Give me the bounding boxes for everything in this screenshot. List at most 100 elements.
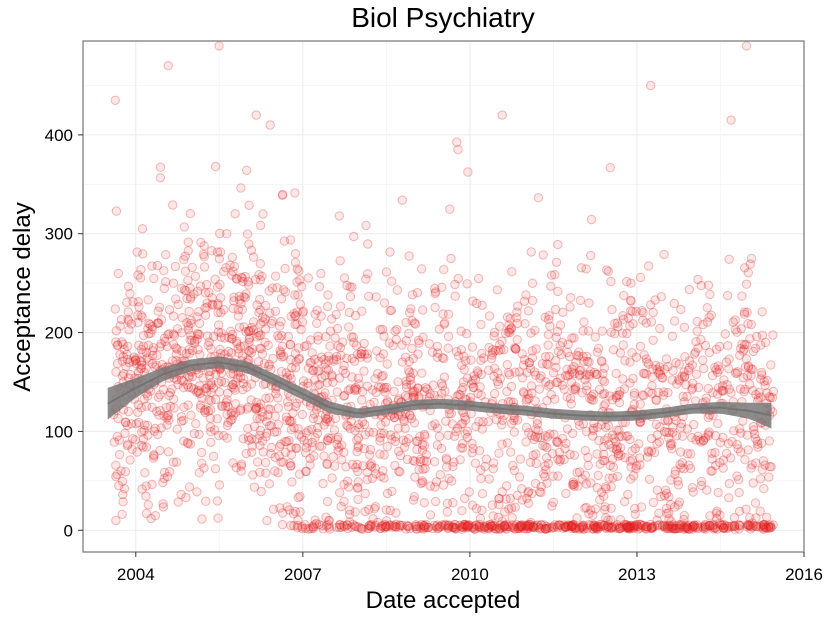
data-point	[484, 474, 494, 484]
data-point	[212, 282, 223, 292]
data-point	[453, 351, 464, 361]
data-point	[382, 359, 392, 369]
data-point	[163, 447, 174, 457]
data-point	[707, 370, 718, 381]
data-point	[495, 523, 505, 533]
data-point	[246, 245, 257, 255]
data-point	[702, 303, 712, 313]
data-point	[687, 383, 698, 393]
data-point	[635, 399, 645, 409]
data-point	[248, 252, 259, 262]
data-point	[111, 206, 122, 216]
data-point	[615, 443, 626, 453]
data-point	[661, 488, 672, 499]
data-point	[159, 283, 170, 294]
data-point	[536, 481, 546, 492]
data-point	[705, 520, 715, 531]
data-point	[364, 523, 374, 533]
data-point	[568, 520, 578, 531]
data-point	[747, 518, 758, 528]
data-point	[273, 393, 283, 403]
data-point	[200, 288, 211, 298]
data-point	[700, 521, 710, 531]
data-point	[220, 333, 230, 343]
data-point	[756, 374, 766, 384]
data-point	[582, 381, 592, 391]
data-point	[343, 523, 353, 534]
y-tick-label: 200	[45, 324, 73, 343]
data-point	[756, 392, 766, 402]
data-point	[320, 359, 330, 369]
data-point	[286, 461, 296, 471]
data-point	[342, 520, 352, 530]
data-point	[565, 293, 576, 303]
data-point	[453, 145, 463, 155]
data-point	[178, 383, 189, 393]
data-point	[412, 436, 423, 446]
data-point	[742, 371, 752, 381]
data-point	[729, 522, 740, 532]
data-point	[610, 318, 620, 329]
data-point	[258, 447, 268, 457]
data-point	[360, 488, 370, 499]
data-point	[589, 521, 600, 531]
data-point	[429, 520, 440, 531]
data-point	[642, 522, 652, 532]
data-point	[152, 406, 162, 417]
data-point	[125, 369, 136, 380]
data-point	[279, 236, 290, 246]
data-point	[626, 278, 636, 288]
data-point	[601, 422, 611, 432]
data-point	[359, 366, 369, 376]
data-point	[348, 332, 358, 342]
data-point	[342, 280, 352, 291]
data-point	[205, 422, 216, 432]
data-point	[625, 522, 635, 532]
data-point	[352, 447, 362, 457]
data-point	[521, 290, 531, 300]
data-point	[244, 334, 254, 345]
data-point	[303, 273, 313, 283]
data-point	[123, 314, 133, 325]
data-point	[324, 522, 334, 532]
data-point	[504, 370, 515, 380]
data-point	[184, 306, 194, 317]
data-point	[385, 505, 395, 516]
data-point	[501, 524, 512, 534]
data-point	[321, 364, 331, 374]
data-point	[566, 521, 577, 531]
data-point	[588, 519, 599, 530]
data-point	[652, 438, 662, 449]
data-point	[123, 341, 133, 351]
data-point	[635, 460, 645, 470]
data-point	[625, 521, 636, 531]
data-point	[418, 520, 429, 531]
data-point	[247, 322, 257, 333]
data-point	[254, 307, 264, 318]
data-point	[342, 476, 353, 486]
x-tick-label: 2013	[618, 565, 656, 584]
data-point	[228, 410, 239, 421]
data-point	[377, 371, 387, 382]
data-point	[698, 522, 708, 532]
data-point	[551, 355, 561, 366]
data-point	[662, 521, 672, 531]
data-point	[316, 268, 326, 279]
data-point	[734, 487, 744, 498]
data-point	[294, 353, 305, 364]
data-point	[303, 524, 314, 534]
data-point	[256, 486, 266, 497]
data-point	[428, 380, 438, 390]
data-point	[375, 436, 385, 446]
data-point	[400, 423, 410, 434]
data-point	[212, 496, 223, 506]
data-point	[675, 523, 685, 533]
data-point	[586, 505, 596, 515]
data-point	[363, 269, 373, 279]
data-point	[603, 520, 613, 530]
data-point	[362, 381, 373, 391]
data-point	[560, 522, 571, 532]
data-point	[334, 373, 345, 383]
data-point	[381, 521, 391, 531]
data-point	[593, 521, 603, 531]
